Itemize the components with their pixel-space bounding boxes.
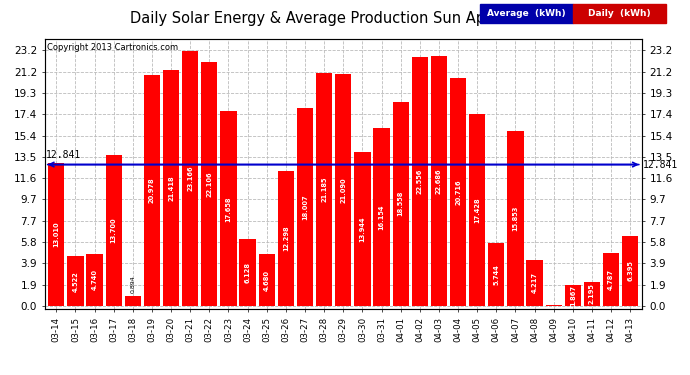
Bar: [297, 108, 313, 306]
Text: 13.944: 13.944: [359, 216, 366, 242]
Text: 4.680: 4.680: [264, 270, 270, 291]
Bar: [106, 155, 122, 306]
Bar: [201, 63, 217, 306]
Text: 22.106: 22.106: [206, 171, 213, 197]
Text: 18.007: 18.007: [302, 194, 308, 220]
Bar: [335, 74, 351, 306]
Bar: [182, 51, 198, 306]
Text: 4.787: 4.787: [608, 269, 614, 290]
Bar: [584, 282, 600, 306]
Text: 6.128: 6.128: [245, 262, 250, 283]
Text: 16.154: 16.154: [379, 204, 384, 230]
Bar: [603, 254, 619, 306]
Bar: [125, 296, 141, 306]
Bar: [450, 78, 466, 306]
Text: 21.185: 21.185: [321, 177, 327, 202]
Bar: [68, 256, 83, 306]
Text: 12.841: 12.841: [643, 159, 678, 170]
Text: 13.700: 13.700: [110, 218, 117, 243]
Bar: [564, 285, 581, 306]
Bar: [86, 254, 103, 306]
Text: 6.395: 6.395: [627, 260, 633, 281]
Text: 4.522: 4.522: [72, 271, 79, 292]
Text: 15.853: 15.853: [513, 206, 518, 231]
Bar: [48, 163, 64, 306]
Text: 12.298: 12.298: [283, 225, 289, 251]
Text: Copyright 2013 Cartronics.com: Copyright 2013 Cartronics.com: [47, 43, 178, 52]
Text: Average  (kWh): Average (kWh): [487, 9, 565, 18]
Text: 21.418: 21.418: [168, 175, 174, 201]
Text: 22.686: 22.686: [436, 168, 442, 194]
Bar: [259, 255, 275, 306]
Bar: [163, 70, 179, 306]
Text: 12.841: 12.841: [46, 150, 81, 160]
Text: 5.744: 5.744: [493, 264, 500, 285]
Text: 4.217: 4.217: [531, 272, 538, 293]
Bar: [412, 57, 428, 306]
Text: Daily Solar Energy & Average Production Sun Apr 14 06:38: Daily Solar Energy & Average Production …: [130, 11, 560, 26]
Bar: [220, 111, 237, 306]
Text: 18.558: 18.558: [397, 191, 404, 216]
Bar: [144, 75, 160, 306]
Bar: [278, 171, 294, 306]
Bar: [393, 102, 408, 306]
Text: 2.195: 2.195: [589, 284, 595, 304]
Bar: [431, 56, 447, 306]
Text: 4.740: 4.740: [92, 270, 97, 291]
Text: 22.556: 22.556: [417, 169, 423, 195]
Text: 23.166: 23.166: [187, 166, 193, 191]
Text: 13.010: 13.010: [53, 222, 59, 247]
Bar: [507, 131, 524, 306]
Text: 17.428: 17.428: [474, 197, 480, 223]
Bar: [354, 152, 371, 306]
Text: 0.894: 0.894: [130, 275, 135, 293]
Text: 20.716: 20.716: [455, 179, 461, 205]
Bar: [489, 243, 504, 306]
Bar: [469, 114, 485, 306]
Text: 20.978: 20.978: [149, 178, 155, 203]
Bar: [546, 305, 562, 306]
Bar: [316, 73, 333, 306]
Text: 21.090: 21.090: [340, 177, 346, 203]
Bar: [622, 236, 638, 306]
Text: Daily  (kWh): Daily (kWh): [588, 9, 651, 18]
Bar: [526, 260, 543, 306]
Text: 1.867: 1.867: [570, 285, 576, 306]
Bar: [239, 238, 256, 306]
Bar: [373, 128, 390, 306]
Text: 17.658: 17.658: [226, 196, 232, 222]
